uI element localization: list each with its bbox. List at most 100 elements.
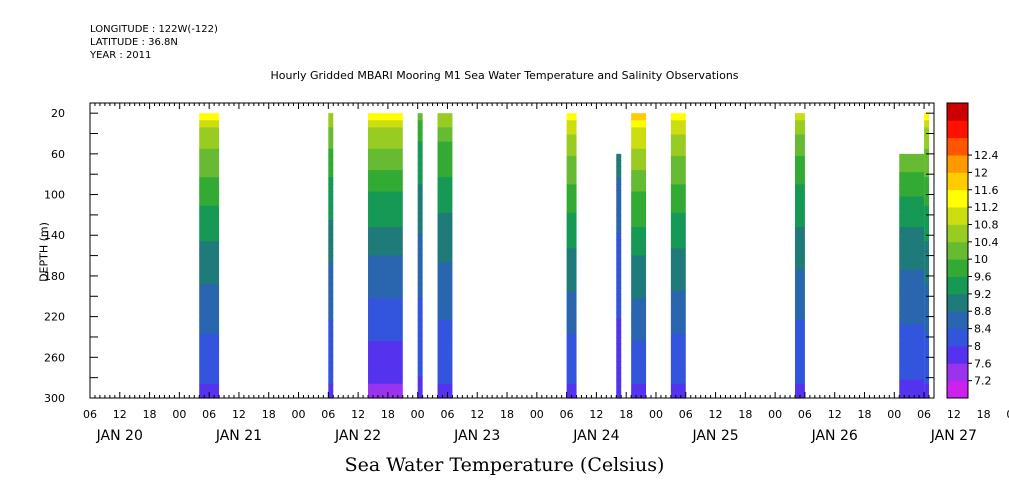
data-band [368, 234, 403, 242]
data-band [899, 184, 925, 192]
data-band [437, 163, 453, 171]
data-band [328, 376, 334, 385]
data-band [199, 376, 220, 385]
data-band [794, 319, 805, 328]
x-tick-label: 18 [143, 408, 157, 421]
data-band [199, 362, 220, 371]
data-band [417, 390, 423, 399]
data-band [199, 369, 220, 378]
data-band [794, 369, 805, 378]
data-band [417, 170, 423, 178]
data-band [670, 227, 686, 235]
data-band [616, 288, 622, 295]
data-band [899, 214, 925, 222]
data-band [417, 212, 423, 221]
data-band [670, 127, 686, 136]
data-band [924, 155, 930, 164]
data-band [899, 355, 925, 362]
data-band [631, 390, 647, 399]
data-band [437, 198, 453, 207]
data-band [924, 269, 930, 278]
colorbar-label: 10 [974, 253, 988, 266]
data-band [616, 221, 622, 228]
data-band [899, 282, 925, 289]
data-band [899, 233, 925, 240]
data-band [437, 383, 453, 392]
data-band [566, 212, 577, 221]
data-band [794, 177, 805, 185]
data-band [437, 348, 453, 356]
x-day-label: JAN 21 [215, 428, 262, 444]
data-band [368, 262, 403, 271]
data-band [616, 208, 622, 216]
data-band [616, 263, 622, 271]
data-band [368, 177, 403, 185]
data-band [437, 269, 453, 278]
colorbar-swatch [947, 311, 968, 329]
data-band [631, 205, 647, 214]
data-band [670, 390, 686, 399]
data-band [616, 294, 622, 301]
data-band [616, 312, 622, 320]
data-band [631, 291, 647, 299]
data-band [199, 262, 220, 271]
data-band [368, 355, 403, 363]
data-band [616, 336, 622, 344]
data-band [631, 319, 647, 328]
data-band [899, 245, 925, 253]
data-band [631, 212, 647, 221]
data-band [417, 319, 423, 328]
data-band [670, 326, 686, 335]
data-band [199, 177, 220, 185]
data-band [924, 234, 930, 242]
data-band [631, 333, 647, 342]
data-band [670, 248, 686, 257]
data-band [794, 383, 805, 392]
data-band [616, 300, 622, 308]
data-band [924, 184, 930, 193]
data-band [417, 255, 423, 264]
data-band [899, 361, 925, 369]
data-band [899, 275, 925, 283]
data-band [670, 184, 686, 193]
data-band [566, 155, 577, 164]
data-band [328, 312, 334, 321]
data-band [631, 191, 647, 200]
data-band [616, 275, 622, 283]
data-band [199, 326, 220, 335]
data-band [437, 319, 453, 328]
data-band [924, 326, 930, 335]
data-band [631, 284, 647, 292]
colorbar-label: 9.2 [974, 288, 992, 301]
data-band [368, 227, 403, 235]
data-band [631, 298, 647, 307]
x-tick-label: 18 [381, 408, 395, 421]
data-band [670, 163, 686, 171]
data-band [417, 234, 423, 242]
data-band [417, 148, 423, 157]
colorbar-label: 10.4 [974, 236, 999, 249]
x-tick-label: 12 [947, 408, 961, 421]
data-band [417, 376, 423, 385]
data-band [368, 305, 403, 314]
colorbar-label: 11.6 [974, 184, 999, 197]
data-band [631, 120, 647, 129]
data-band [566, 120, 577, 129]
data-band [616, 343, 622, 350]
data-band [566, 170, 577, 178]
data-band [417, 348, 423, 356]
data-band [670, 262, 686, 271]
data-band [616, 391, 622, 399]
data-band [616, 172, 622, 179]
data-band [437, 362, 453, 371]
data-band [199, 312, 220, 321]
colorbar-swatch [947, 259, 968, 277]
data-band [616, 153, 622, 161]
data-band [631, 276, 647, 285]
data-band [924, 319, 930, 328]
data-band [670, 155, 686, 164]
data-band [417, 326, 423, 335]
data-band [417, 205, 423, 214]
data-band [368, 390, 403, 399]
data-band [616, 318, 622, 326]
